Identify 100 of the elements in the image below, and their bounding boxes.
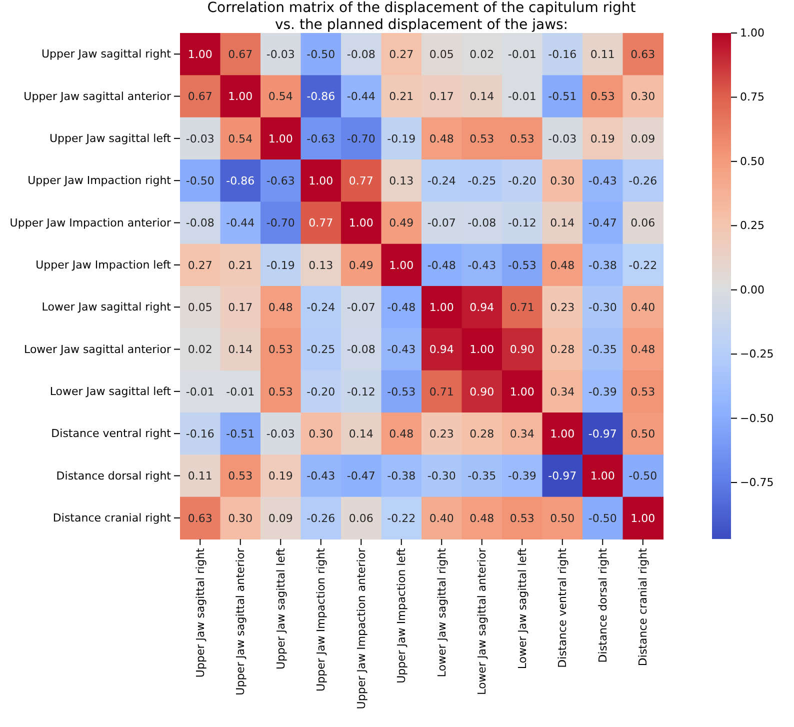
data-label: -0.53 xyxy=(508,258,536,272)
data-label: 0.27 xyxy=(188,258,212,272)
data-label: 0.06 xyxy=(630,216,656,230)
data-label: -0.03 xyxy=(548,132,577,146)
data-label: 0.14 xyxy=(228,343,253,356)
x-tick-label: Lower Jaw sagittal anterior xyxy=(476,548,489,695)
data-label: 0.02 xyxy=(188,343,212,356)
data-label: -0.47 xyxy=(588,216,617,230)
data-label: 0.30 xyxy=(308,427,334,440)
data-label: 0.40 xyxy=(429,512,454,525)
y-tick-label: Distance cranial right xyxy=(52,511,172,524)
data-label: -0.38 xyxy=(588,258,617,272)
data-label: 0.53 xyxy=(590,90,615,104)
data-label: 0.53 xyxy=(510,132,534,146)
data-label: -0.12 xyxy=(508,216,536,230)
data-label: 0.28 xyxy=(550,343,575,356)
data-label: -0.43 xyxy=(387,343,416,356)
data-label: 0.48 xyxy=(630,343,656,356)
data-label: -0.51 xyxy=(226,427,255,440)
y-tick-label: Upper Jaw Impaction left xyxy=(36,258,172,272)
data-label: 0.02 xyxy=(470,48,494,61)
data-label: 1.00 xyxy=(470,343,494,356)
data-label: 0.48 xyxy=(268,300,293,314)
data-label: 0.54 xyxy=(228,132,253,146)
color-bar-label: 0.50 xyxy=(740,154,764,168)
data-label: 0.34 xyxy=(550,385,575,398)
data-label: 1.00 xyxy=(268,132,293,146)
data-label: -0.22 xyxy=(387,512,416,525)
x-tick-label: Distance ventral right xyxy=(556,547,570,668)
data-label: -0.43 xyxy=(588,174,617,188)
data-label: -0.01 xyxy=(186,385,214,398)
data-label: -0.47 xyxy=(346,470,376,483)
data-label: 1.00 xyxy=(429,300,454,314)
data-label: -0.97 xyxy=(548,470,577,483)
data-label: 0.27 xyxy=(389,48,414,61)
data-label: 0.09 xyxy=(268,512,293,525)
data-label: -0.16 xyxy=(186,427,214,440)
data-label: 0.30 xyxy=(550,174,575,188)
data-label: 0.13 xyxy=(389,174,414,188)
y-tick-label: Upper Jaw sagittal left xyxy=(49,132,172,145)
data-label: -0.01 xyxy=(508,90,536,104)
data-label: -0.08 xyxy=(468,216,496,230)
data-label: 0.11 xyxy=(590,48,615,61)
data-label: -0.51 xyxy=(548,90,577,104)
data-label: 0.28 xyxy=(470,427,494,440)
y-tick-label: Upper Jaw sagittal anterior xyxy=(24,90,172,103)
data-label: -0.70 xyxy=(266,216,295,230)
data-label: -0.16 xyxy=(548,48,577,61)
data-label: -0.12 xyxy=(346,385,376,398)
data-label: -0.48 xyxy=(427,258,456,272)
data-label: -0.24 xyxy=(306,300,336,314)
data-label: 1.00 xyxy=(348,216,374,230)
data-label: 0.63 xyxy=(188,512,212,525)
data-label: 0.94 xyxy=(429,343,454,356)
data-label: 1.00 xyxy=(510,385,534,398)
data-label: 0.19 xyxy=(590,132,615,146)
data-label: 0.71 xyxy=(429,385,454,398)
data-label: 1.00 xyxy=(630,512,656,525)
data-label: -0.24 xyxy=(427,174,456,188)
data-label: 0.67 xyxy=(228,48,253,61)
data-label: -0.86 xyxy=(306,90,336,104)
chart-title: Correlation matrix of the displacement of the capitulum right vs. the planned displacement of the jaws: xyxy=(207,0,636,33)
data-label: -0.63 xyxy=(266,174,295,188)
data-label: 0.06 xyxy=(348,512,374,525)
data-label: -0.50 xyxy=(186,174,214,188)
x-tick-label: Upper Jaw Impaction anterior xyxy=(354,548,368,710)
y-tick-label: Distance dorsal right xyxy=(56,469,172,482)
color-bar-label: −0.75 xyxy=(740,476,774,490)
data-label: -0.39 xyxy=(508,470,536,483)
y-tick-label: Upper Jaw sagittal right xyxy=(41,48,172,61)
color-bar-label: 0.75 xyxy=(740,90,764,104)
data-label: 0.53 xyxy=(630,385,656,398)
data-label: 0.49 xyxy=(389,216,414,230)
data-label: -0.07 xyxy=(427,216,456,230)
data-label: -0.97 xyxy=(588,427,617,440)
data-label: 1.00 xyxy=(389,258,414,272)
x-tick-label: Upper Jaw Impaction left xyxy=(395,547,408,684)
data-label: -0.25 xyxy=(306,343,336,356)
data-label: -0.01 xyxy=(226,385,255,398)
data-label: -0.50 xyxy=(588,512,617,525)
data-label: 1.00 xyxy=(550,427,575,440)
data-label: -0.44 xyxy=(346,90,376,104)
data-label: 0.90 xyxy=(470,385,494,398)
color-bar-label: 0.00 xyxy=(740,283,764,296)
data-label: -0.63 xyxy=(306,132,336,146)
data-label: 0.53 xyxy=(228,470,253,483)
data-label: 1.00 xyxy=(188,48,212,61)
data-label: -0.03 xyxy=(186,132,214,146)
data-label: 0.17 xyxy=(228,300,253,314)
data-label: 0.48 xyxy=(470,512,494,525)
data-label: -0.19 xyxy=(387,132,416,146)
data-label: 0.77 xyxy=(308,216,334,230)
data-label: 0.49 xyxy=(348,258,374,272)
data-label: 0.63 xyxy=(630,48,656,61)
data-label: 0.48 xyxy=(429,132,454,146)
y-tick-label: Distance ventral right xyxy=(51,427,172,440)
data-label: 0.14 xyxy=(470,90,494,104)
data-label: -0.19 xyxy=(266,258,295,272)
data-label: 0.71 xyxy=(510,300,534,314)
data-label: 0.23 xyxy=(429,427,454,440)
